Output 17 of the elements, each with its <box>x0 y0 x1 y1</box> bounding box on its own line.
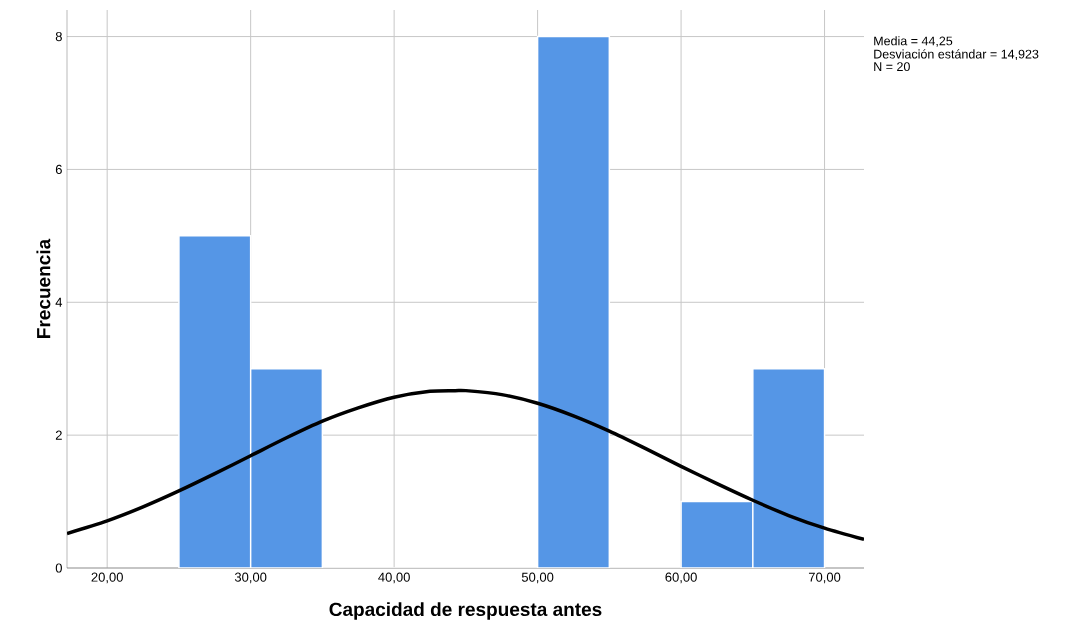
x-tick-label: 70,00 <box>808 572 841 584</box>
y-axis-title: Frecuencia <box>36 238 51 338</box>
x-axis-title: Capacidad de respuesta antes <box>329 602 602 620</box>
x-tick-label: 60,00 <box>665 572 697 584</box>
y-tick-label: 8 <box>55 31 62 42</box>
x-tick-label: 50,00 <box>521 572 554 584</box>
x-tick-label: 20,00 <box>91 572 123 584</box>
line-series <box>67 388 865 542</box>
y-tick-label: 2 <box>55 430 62 440</box>
x-tick-label: 40,00 <box>378 572 410 584</box>
y-tick-label: 0 <box>55 563 62 573</box>
text: Desviación estándar = 14,923 <box>874 49 1039 60</box>
x-tick-label: 30,00 <box>234 572 267 584</box>
text: Media = 44,25 <box>874 36 953 47</box>
y-tick-label: 4 <box>55 297 63 307</box>
text: N = 20 <box>874 62 910 72</box>
y-tick-label: 6 <box>55 164 62 175</box>
